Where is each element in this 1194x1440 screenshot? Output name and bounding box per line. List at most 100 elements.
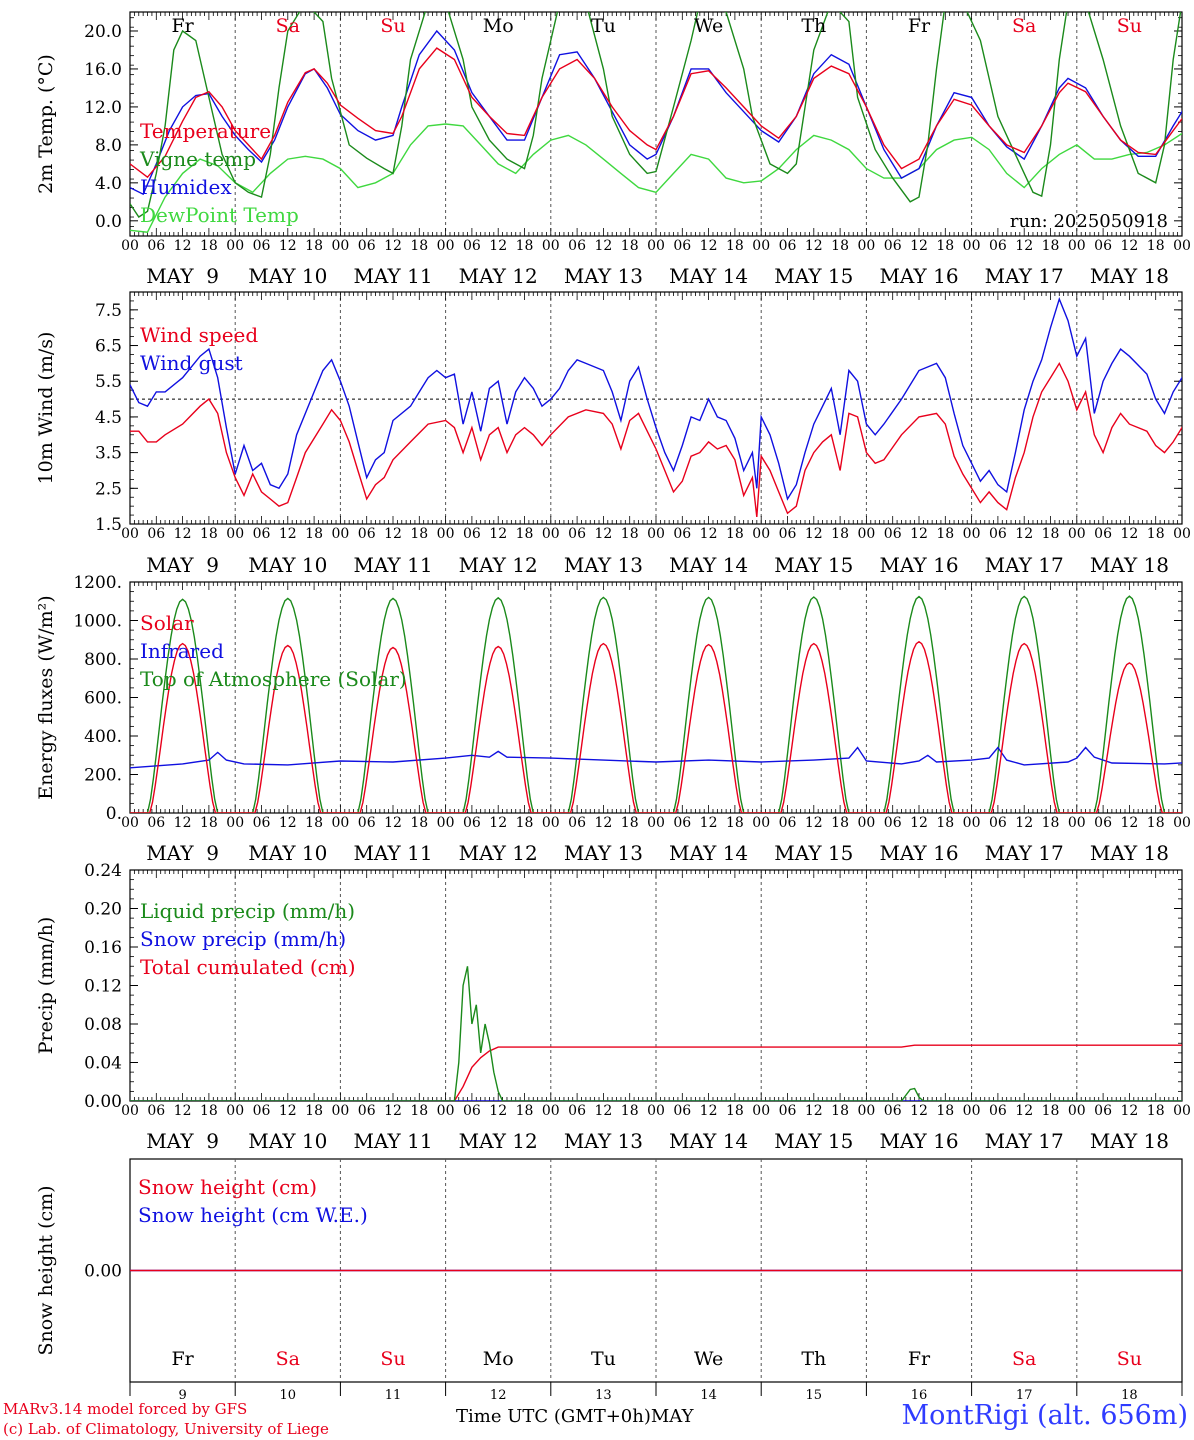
hour-label: 18 bbox=[410, 526, 428, 542]
date-label: MAY 9 bbox=[146, 841, 219, 865]
hour-label: 06 bbox=[147, 238, 165, 254]
copyright-credit: (c) Lab. of Climatology, University of L… bbox=[3, 1420, 329, 1438]
hour-label: 00 bbox=[1068, 815, 1086, 831]
legend-total-cumulated-cm-: Total cumulated (cm) bbox=[140, 955, 356, 979]
hour-label: 00 bbox=[226, 526, 244, 542]
hour-label: 12 bbox=[384, 238, 402, 254]
hour-label: 00 bbox=[121, 815, 139, 831]
day-number-label: 10 bbox=[280, 1388, 297, 1403]
hour-label: 06 bbox=[358, 238, 376, 254]
hour-label: 06 bbox=[253, 815, 271, 831]
date-label: MAY 9 bbox=[146, 1129, 219, 1153]
hour-label: 12 bbox=[489, 1103, 507, 1119]
panel-precip: 0.00 0.04 0.08 0.12 0.16 0.20 0.24 Precip (mm/h… bbox=[35, 861, 1191, 1153]
hour-label: 06 bbox=[1094, 238, 1112, 254]
legend-liquid-precip-mm-h-: Liquid precip (mm/h) bbox=[140, 899, 355, 923]
weekday-label-bottom: Tu bbox=[591, 1348, 616, 1370]
weekday-label-top: Su bbox=[380, 15, 405, 37]
y-axis-label: Snow height (cm) bbox=[35, 1185, 57, 1355]
hour-label: 06 bbox=[463, 1103, 481, 1119]
hour-label: 00 bbox=[1173, 1103, 1191, 1119]
hour-label: 18 bbox=[936, 238, 954, 254]
hour-label: 18 bbox=[200, 1103, 218, 1119]
legend-dewpoint-temp: DewPoint Temp bbox=[140, 203, 299, 227]
y-tick-label: 1000. bbox=[73, 612, 122, 632]
hour-label: 18 bbox=[726, 238, 744, 254]
hour-label: 06 bbox=[358, 815, 376, 831]
panel-wind: 1.5 2.5 3.5 4.5 5.5 6.5 7.5 10m Wind (m/s) Wind … bbox=[35, 291, 1191, 577]
hour-label: 12 bbox=[594, 815, 612, 831]
hour-label: 00 bbox=[752, 815, 770, 831]
hour-label: 06 bbox=[253, 1103, 271, 1119]
legend-snow-height-cm-: Snow height (cm) bbox=[138, 1175, 317, 1199]
hour-label: 18 bbox=[410, 1103, 428, 1119]
panel-temp: 0.0 4.0 8.0 12.0 16.0 20.0 2m Temp. (°C) Temper… bbox=[35, 11, 1191, 288]
day-number-label: 9 bbox=[178, 1388, 186, 1403]
weekday-label-bottom: Fr bbox=[171, 1348, 194, 1370]
date-label: MAY 13 bbox=[564, 1129, 643, 1153]
date-label: MAY 10 bbox=[248, 553, 327, 577]
hour-label: 12 bbox=[489, 238, 507, 254]
hour-label: 18 bbox=[621, 526, 639, 542]
hour-label: 06 bbox=[989, 1103, 1007, 1119]
legend-infrared: Infrared bbox=[140, 639, 224, 663]
hour-label: 00 bbox=[331, 1103, 349, 1119]
hour-label: 00 bbox=[437, 526, 455, 542]
date-label: MAY 17 bbox=[985, 264, 1064, 288]
hour-label: 12 bbox=[1015, 526, 1033, 542]
time-axis-label: Time UTC (GMT+0h) bbox=[456, 1406, 651, 1427]
y-tick-label: 600. bbox=[84, 689, 122, 709]
hour-label: 18 bbox=[831, 526, 849, 542]
y-tick-label: 0.00 bbox=[84, 1092, 122, 1112]
hour-label: 18 bbox=[621, 815, 639, 831]
date-label: MAY 9 bbox=[146, 553, 219, 577]
hour-label: 18 bbox=[831, 238, 849, 254]
y-tick-label: 8.0 bbox=[95, 136, 122, 156]
hour-label: 00 bbox=[857, 815, 875, 831]
hour-label: 18 bbox=[1147, 1103, 1165, 1119]
y-tick-label: 0.08 bbox=[84, 1015, 122, 1035]
y-tick-label: 3.5 bbox=[95, 444, 122, 464]
date-label: MAY 15 bbox=[774, 553, 853, 577]
hour-label: 00 bbox=[1068, 1103, 1086, 1119]
hour-label: 12 bbox=[594, 526, 612, 542]
date-label: MAY 13 bbox=[564, 841, 643, 865]
time-axis-title: Time UTC (GMT+0h)MAY bbox=[456, 1406, 693, 1427]
hour-label: 00 bbox=[963, 238, 981, 254]
model-credit: MARv3.14 model forced by GFS bbox=[3, 1400, 248, 1418]
hour-label: 18 bbox=[516, 1103, 534, 1119]
date-label: MAY 10 bbox=[248, 1129, 327, 1153]
y-tick-label: 0. bbox=[106, 804, 122, 824]
hour-label: 18 bbox=[1147, 815, 1165, 831]
hour-label: 06 bbox=[253, 526, 271, 542]
hour-label: 00 bbox=[857, 1103, 875, 1119]
day-number-label: 16 bbox=[911, 1388, 928, 1403]
weekday-label-bottom: We bbox=[694, 1348, 723, 1370]
hour-label: 06 bbox=[884, 815, 902, 831]
hour-label: 18 bbox=[305, 815, 323, 831]
hour-label: 00 bbox=[542, 526, 560, 542]
date-label: MAY 16 bbox=[879, 264, 958, 288]
series-liquid-precip-mm-h- bbox=[130, 966, 1182, 1101]
y-axis-label: 2m Temp. (°C) bbox=[35, 54, 57, 194]
hour-label: 12 bbox=[279, 1103, 297, 1119]
hour-label: 06 bbox=[989, 238, 1007, 254]
hour-label: 12 bbox=[279, 526, 297, 542]
date-label: MAY 13 bbox=[564, 553, 643, 577]
hour-label: 18 bbox=[726, 815, 744, 831]
weekday-label-bottom: Th bbox=[801, 1348, 826, 1370]
series-vigne-temp bbox=[130, 12, 1182, 218]
date-label: MAY 18 bbox=[1090, 264, 1169, 288]
hour-label: 00 bbox=[647, 526, 665, 542]
y-tick-label: 6.5 bbox=[95, 337, 122, 357]
hour-label: 00 bbox=[752, 238, 770, 254]
y-tick-label: 0.00 bbox=[84, 1262, 122, 1282]
hour-label: 12 bbox=[384, 526, 402, 542]
hour-label: 12 bbox=[489, 526, 507, 542]
day-number-label: 17 bbox=[1016, 1388, 1033, 1403]
date-label: MAY 12 bbox=[459, 264, 538, 288]
hour-label: 00 bbox=[857, 238, 875, 254]
hour-label: 18 bbox=[305, 1103, 323, 1119]
hour-label: 06 bbox=[884, 238, 902, 254]
